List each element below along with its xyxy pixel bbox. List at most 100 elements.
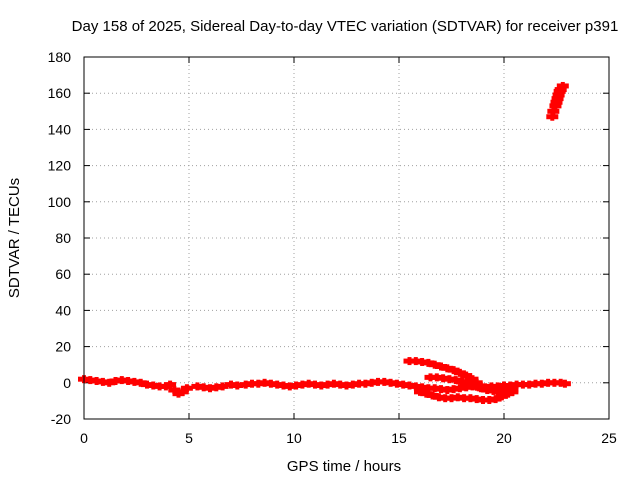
data-point: [556, 81, 569, 90]
data-point: [365, 378, 378, 387]
x-axis-label: GPS time / hours: [287, 458, 401, 475]
data-point: [403, 381, 416, 390]
data-point: [372, 377, 384, 386]
data-point: [122, 376, 135, 385]
data-point: [424, 373, 437, 382]
data-point: [264, 379, 277, 388]
data-point: [397, 380, 410, 389]
data-point: [510, 380, 523, 389]
grid: [84, 57, 609, 419]
data-point: [481, 386, 494, 395]
data-point: [523, 380, 536, 389]
data-point: [498, 381, 510, 390]
y-tick-label: 40: [55, 302, 71, 318]
data-point: [422, 358, 435, 367]
data-point: [128, 377, 141, 386]
data-point: [428, 384, 441, 393]
data-point: [134, 378, 147, 387]
chart-title: Day 158 of 2025, Sidereal Day-to-day VTE…: [72, 18, 619, 35]
data-point: [430, 373, 443, 382]
series-group: [546, 81, 569, 121]
data-point: [474, 384, 487, 393]
data-point: [403, 357, 416, 366]
data-point: [271, 380, 284, 389]
x-tick-label: 20: [496, 430, 512, 446]
data-point: [176, 387, 189, 396]
x-tick-label: 10: [286, 430, 302, 446]
data-point: [225, 380, 237, 389]
data-point: [153, 382, 166, 391]
data-point: [464, 394, 477, 403]
data-point: [548, 378, 561, 387]
data-point: [277, 381, 290, 390]
data-point: [315, 381, 328, 390]
y-tick-label: 120: [48, 158, 72, 174]
data-point: [489, 395, 502, 404]
y-tick-label: 140: [48, 121, 72, 137]
y-tick-label: -20: [51, 411, 71, 427]
data-point: [504, 381, 517, 390]
data-point: [96, 377, 109, 386]
data-point: [535, 379, 548, 388]
data-point: [409, 382, 422, 391]
data-point: [470, 395, 483, 404]
data-point: [487, 386, 500, 395]
x-tick-label: 0: [80, 430, 88, 446]
data-point: [506, 386, 519, 395]
data-point: [283, 382, 296, 391]
data-point: [109, 376, 122, 385]
data-point: [428, 360, 441, 369]
data-point: [416, 357, 429, 366]
data-point: [460, 383, 473, 392]
data-point: [462, 379, 475, 388]
data-point: [453, 368, 466, 377]
data-point: [197, 383, 210, 392]
y-tick-label: 20: [55, 339, 71, 355]
data-point: [340, 381, 353, 390]
data-point: [547, 107, 560, 116]
data-point: [321, 380, 334, 389]
data-series: [78, 81, 571, 404]
data-point: [246, 379, 258, 388]
x-tick-label: 15: [391, 430, 407, 446]
data-point: [435, 385, 447, 394]
data-point: [346, 380, 359, 389]
y-tick-label: 80: [55, 230, 71, 246]
data-point: [103, 378, 116, 387]
data-point: [422, 384, 435, 393]
data-point: [84, 376, 97, 385]
plot-frame: [83, 56, 610, 420]
data-point: [191, 382, 204, 391]
data-point: [231, 381, 244, 390]
data-point: [384, 378, 397, 387]
data-point: [491, 382, 504, 391]
data-point: [426, 391, 439, 400]
data-point: [204, 384, 216, 393]
data-point: [546, 112, 559, 121]
data-point: [437, 374, 450, 383]
data-point: [147, 381, 160, 390]
data-point: [516, 380, 529, 389]
data-point: [296, 380, 309, 389]
data-point: [141, 380, 153, 389]
data-point: [180, 384, 193, 393]
data-point: [449, 376, 462, 385]
x-tick-label: 5: [185, 430, 193, 446]
data-point: [542, 378, 555, 387]
data-point: [458, 394, 471, 403]
data-point: [460, 371, 473, 380]
data-point: [309, 380, 321, 389]
y-tick-label: 100: [48, 194, 72, 210]
data-point: [445, 394, 458, 403]
data-point: [168, 386, 181, 395]
data-point: [115, 376, 128, 385]
axis-ticks: -20 0 20 40 60 80 100 120 140 160 180 0 5 10 15 20 25: [48, 49, 617, 446]
data-point: [441, 386, 454, 395]
data-point: [353, 379, 366, 388]
data-point: [485, 382, 498, 391]
data-point: [390, 379, 403, 388]
data-point: [90, 376, 103, 385]
series-group: [424, 373, 519, 396]
data-point: [468, 381, 481, 390]
data-point: [483, 395, 496, 404]
